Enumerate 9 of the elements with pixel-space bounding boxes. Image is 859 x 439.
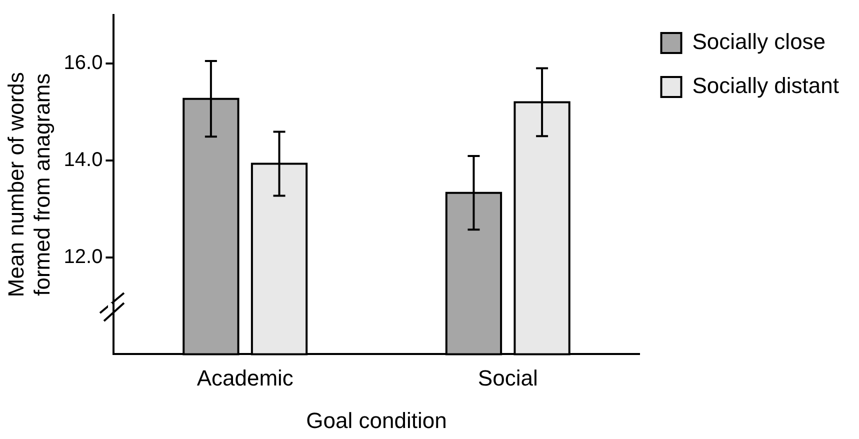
x-tick-label: Social (478, 365, 538, 390)
legend-label: Socially distant (692, 73, 840, 98)
y-tick-label: 12.0 (64, 246, 103, 268)
x-axis-title: Goal condition (306, 408, 447, 433)
legend-label: Socially close (692, 29, 826, 54)
y-tick-label: 14.0 (64, 148, 103, 171)
y-tick-label: 16.0 (64, 52, 103, 74)
y-axis-title: Mean number of words formed from anagrams (3, 72, 55, 298)
x-tick-label: Academic (196, 365, 294, 390)
